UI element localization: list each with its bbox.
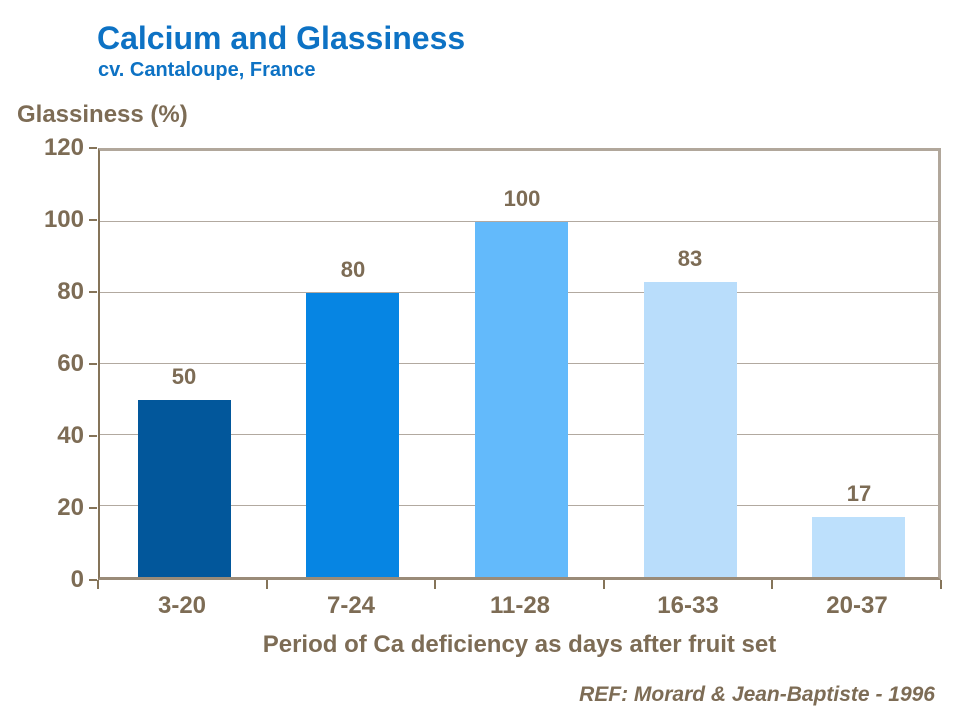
y-axis-tick: [89, 147, 97, 149]
gridline: [100, 221, 938, 222]
y-axis-tick: [89, 291, 97, 293]
x-category-label: 20-37: [826, 592, 888, 619]
x-axis-tick: [266, 580, 268, 589]
y-axis-tick: [89, 579, 97, 581]
bar: [306, 293, 399, 577]
y-tick-label: 120: [43, 134, 84, 161]
chart-title: Calcium and Glassiness: [97, 20, 466, 56]
x-category-label: 7-24: [326, 592, 376, 619]
x-category-label: 3-20: [157, 592, 207, 619]
y-axis-tick: [89, 507, 97, 509]
y-tick-label: 40: [57, 422, 84, 449]
y-tick-label: 20: [57, 494, 84, 521]
reference-text: REF: Morard & Jean-Baptiste - 1996: [579, 683, 935, 706]
y-tick-label: 60: [57, 350, 84, 377]
bar-value-label: 100: [503, 186, 541, 211]
bar: [812, 516, 905, 577]
chart-subtitle: cv. Cantaloupe, France: [98, 59, 316, 81]
bar-value-label: 17: [846, 480, 872, 506]
plot-area: 50 80 100 83 17: [98, 148, 941, 580]
y-axis-title: Glassiness (%): [17, 101, 188, 128]
x-axis-tick: [97, 580, 99, 589]
x-axis-tick: [771, 580, 773, 589]
y-axis-tick: [89, 435, 97, 437]
y-tick-label: 80: [57, 278, 84, 305]
x-axis-tick: [940, 580, 942, 589]
bar-value-label: 50: [171, 363, 197, 389]
x-axis-tick: [603, 580, 605, 589]
x-category-label: 16-33: [657, 592, 719, 619]
bar: [475, 222, 568, 577]
bar: [138, 399, 231, 577]
x-category-label: 11-28: [489, 592, 551, 619]
x-axis-tick: [434, 580, 436, 589]
bar-value-label: 83: [677, 246, 703, 272]
y-axis-tick: [89, 363, 97, 365]
y-axis-tick: [89, 219, 97, 221]
bar: [644, 282, 737, 577]
bar-value-label: 80: [340, 257, 366, 283]
x-axis-title: Period of Ca deficiency as days after fr…: [262, 631, 777, 658]
y-tick-label: 0: [70, 566, 84, 593]
y-tick-label: 100: [43, 206, 84, 233]
